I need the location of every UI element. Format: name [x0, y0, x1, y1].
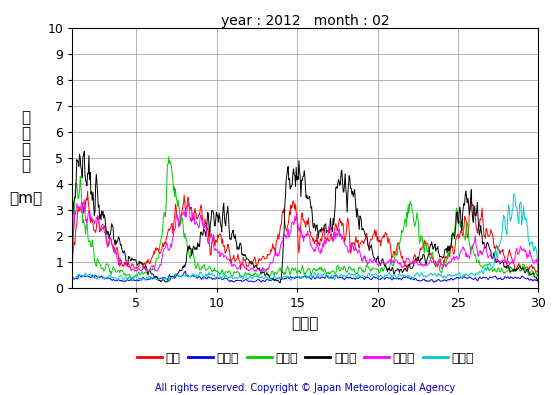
Text: year : 2012   month : 02: year : 2012 month : 02 — [221, 14, 390, 28]
X-axis label: （日）: （日） — [291, 316, 319, 331]
Legend: 松前, 江ノ島, 石廉岬, 経ヶ岸, 福江島, 佐多岸: 松前, 江ノ島, 石廉岬, 経ヶ岸, 福江島, 佐多岸 — [132, 347, 479, 370]
Text: 有
義
波
高

（m）: 有 義 波 高 （m） — [9, 110, 42, 206]
Text: All rights reserved. Copyright © Japan Meteorological Agency: All rights reserved. Copyright © Japan M… — [155, 383, 455, 393]
